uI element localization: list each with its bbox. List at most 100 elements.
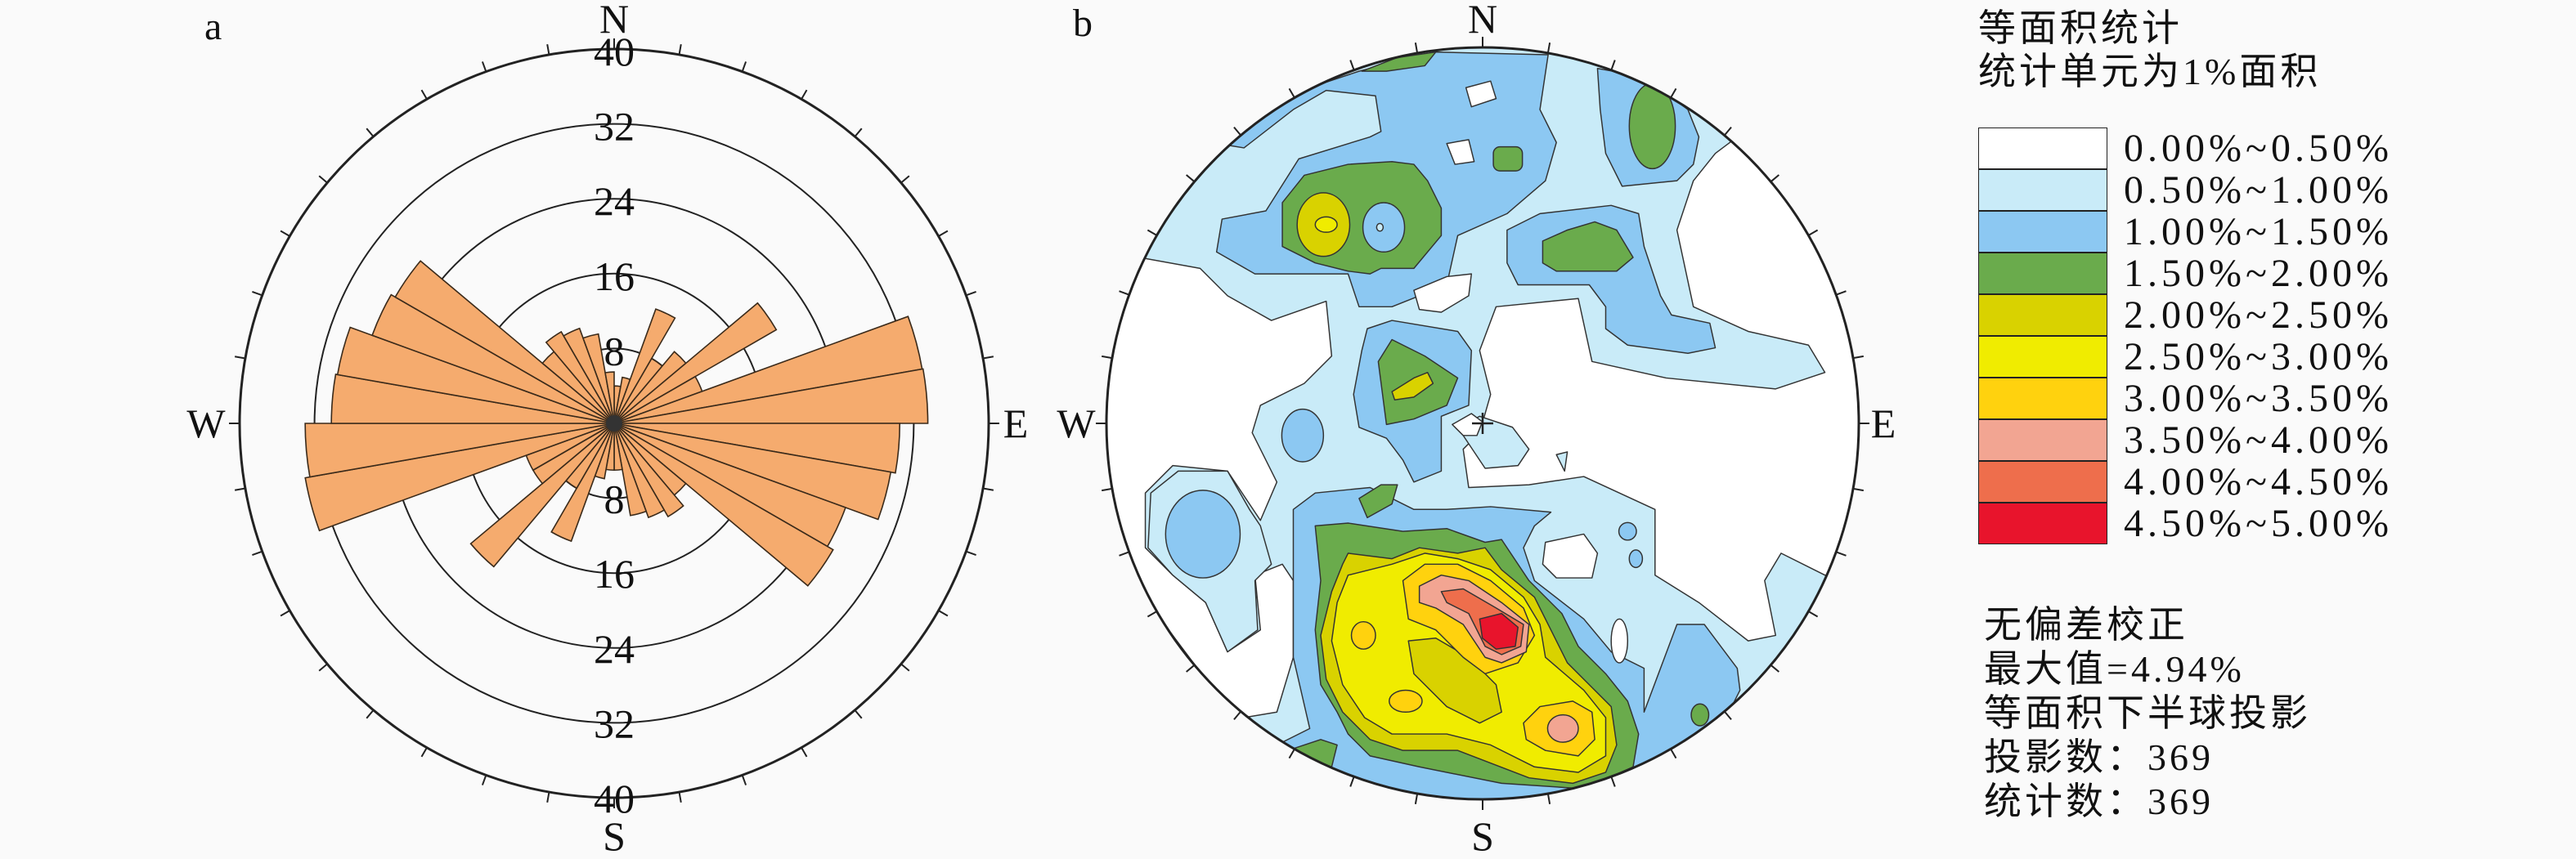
rose-tick	[982, 356, 994, 360]
net-tick	[1670, 748, 1677, 759]
contour-darkyellow-middle	[1391, 371, 1434, 400]
rose-bar	[604, 371, 615, 424]
legend-label: 0.50%~1.00%	[2124, 168, 2393, 212]
net-tick	[1835, 290, 1847, 296]
rose-ring-label: 8	[604, 328, 625, 374]
legend-label: 3.00%~3.50%	[2124, 377, 2393, 420]
rose-tick	[481, 61, 487, 72]
net-tick	[1670, 87, 1677, 99]
contour-yellow-nw	[1314, 216, 1338, 233]
rose-diagram: a 8 8 16 16 24 24 32 32 40 40 N S W E	[186, 0, 1028, 859]
rose-ring-label: 32	[594, 700, 635, 746]
net-tick	[1807, 611, 1819, 618]
net-ticks	[1096, 37, 1869, 810]
rose-east-label: E	[1003, 400, 1029, 446]
contour-red-max	[1479, 612, 1519, 650]
legend-label: 4.00%~4.50%	[2124, 460, 2393, 503]
contour-blue-sw	[1165, 490, 1241, 579]
net-tick	[1852, 487, 1864, 492]
contour-green-small	[1358, 484, 1398, 519]
rose-tick	[280, 230, 290, 237]
rose-tick	[801, 747, 808, 758]
rose-tick	[318, 663, 328, 672]
rose-bar	[613, 308, 676, 424]
rose-ring-label: 8	[604, 476, 625, 522]
contour-white-hole	[1413, 273, 1473, 313]
legend-swatch	[1978, 294, 2107, 336]
legend-title: 等面积统计 统计单元为1%面积	[1978, 7, 2321, 93]
rose-bar	[581, 333, 615, 424]
rose-tick	[366, 709, 375, 719]
rose-tick	[741, 775, 747, 785]
rose-bars	[304, 260, 929, 587]
net-tick	[1723, 710, 1732, 720]
rose-bar	[613, 423, 684, 518]
legend-swatch	[1978, 378, 2107, 419]
rose-tick	[420, 89, 428, 100]
rose-tick	[938, 230, 949, 237]
legend-item: 1.50%~2.00%	[1978, 252, 2469, 295]
rose-bar	[304, 423, 615, 478]
contour-green-east	[1542, 221, 1634, 272]
net-tick	[1349, 60, 1355, 71]
rose-bar	[469, 423, 615, 568]
rose-tick	[318, 175, 328, 184]
rose-bar	[550, 423, 615, 543]
contour-green-spot	[1690, 703, 1710, 727]
rose-bar	[613, 302, 778, 424]
rose-bar	[613, 423, 648, 517]
legend-item: 3.50%~4.00%	[1978, 418, 2469, 462]
rose-tick	[678, 791, 682, 803]
rose-bar	[394, 260, 615, 424]
rose-bar	[371, 293, 615, 424]
legend-label: 0.00%~0.50%	[2124, 127, 2393, 170]
legend-item: 3.00%~3.50%	[1978, 377, 2469, 420]
legend-title-line: 等面积统计	[1978, 7, 2183, 49]
rose-bar	[613, 368, 929, 424]
net-tick	[1723, 127, 1732, 136]
contour-green-north	[1492, 145, 1524, 172]
net-tick	[1546, 43, 1551, 54]
contour-lightblue-south-east	[1555, 451, 1568, 472]
contour-blue-spot	[1628, 549, 1644, 569]
contour-white-hole	[1610, 618, 1629, 664]
stats-note: 投影数：369	[1984, 736, 2214, 778]
contour-blue-west	[1281, 408, 1325, 463]
rose-bar	[563, 327, 615, 424]
rose-tick	[234, 487, 246, 491]
rose-tick	[938, 610, 949, 617]
legend-item: 4.50%~5.00%	[1978, 502, 2469, 545]
rose-ring-label: 24	[594, 178, 635, 224]
legend-title-line: 统计单元为1%面积	[1978, 51, 2322, 92]
rose-south-label: S	[603, 813, 626, 859]
rose-tick	[854, 128, 863, 137]
rose-tick	[966, 550, 976, 557]
contour-white-hole	[1452, 413, 1483, 436]
stats-notes: 无偏差校正 最大值=4.94% 等面积下半球投影 投影数：369 统计数：369	[1984, 603, 2311, 824]
contour-orange-spot	[1389, 689, 1423, 713]
net-tick	[1770, 664, 1779, 673]
rose-tick	[966, 290, 976, 297]
stats-note: 最大值=4.94%	[1984, 648, 2245, 690]
rose-tick	[252, 550, 263, 557]
net-tick	[1770, 174, 1779, 183]
panel-label-a: a	[204, 5, 222, 48]
contour-blue-spot	[1618, 521, 1637, 541]
legend-label: 2.50%~3.00%	[2124, 335, 2393, 378]
net-tick	[1147, 229, 1158, 236]
legend-item: 4.00%~4.50%	[1978, 460, 2469, 503]
legend-item: 0.50%~1.00%	[1978, 168, 2469, 212]
legend-label: 1.00%~1.50%	[2124, 210, 2393, 253]
rose-tick	[741, 61, 747, 72]
legend-swatch	[1978, 419, 2107, 461]
rose-tick	[234, 356, 246, 360]
legend-label: 1.50%~2.00%	[2124, 252, 2393, 295]
panel-label-b: b	[1073, 2, 1093, 45]
rose-tick	[546, 791, 550, 803]
rose-north-label: N	[599, 0, 629, 42]
rose-tick	[280, 610, 290, 617]
rose-bar	[613, 423, 834, 587]
rose-ticks	[229, 38, 999, 808]
rose-ring-label: 24	[594, 626, 635, 672]
